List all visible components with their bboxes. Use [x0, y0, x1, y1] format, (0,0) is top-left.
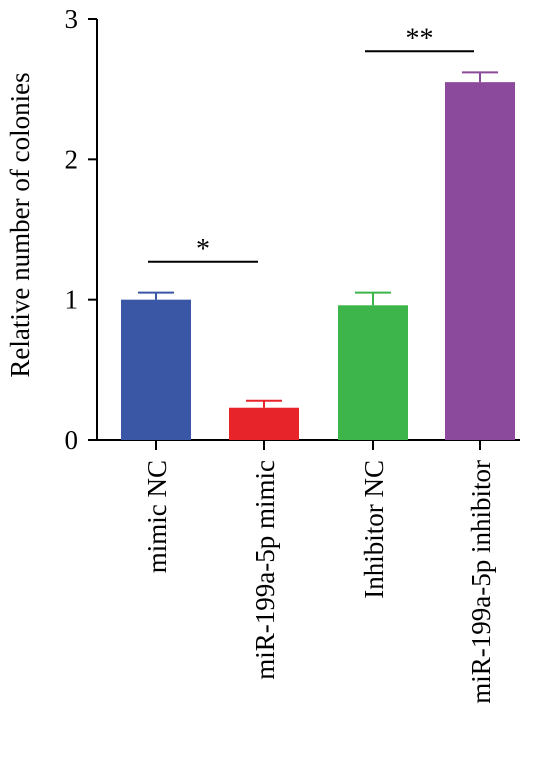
x-tick-label: mimic NC — [142, 460, 172, 573]
bar — [338, 305, 408, 440]
bar — [445, 82, 515, 441]
y-ticks: 0 1 2 3 — [65, 4, 97, 455]
x-tick-label: miR-199a-5p inhibitor — [466, 460, 496, 704]
y-tick-label: 3 — [65, 4, 79, 34]
bars — [121, 82, 515, 441]
y-tick-label: 1 — [65, 285, 79, 315]
x-tick-label: Inhibitor NC — [359, 460, 389, 599]
bar — [229, 407, 299, 440]
significance-label: ** — [406, 23, 434, 54]
significance-brackets: *** — [148, 23, 474, 265]
bar — [121, 299, 191, 440]
significance-label: * — [196, 234, 210, 265]
y-tick-label: 0 — [65, 425, 79, 455]
y-tick-label: 2 — [65, 144, 79, 174]
x-ticks: mimic NC miR-199a-5p mimic Inhibitor NC miR… — [142, 440, 496, 704]
y-axis-label: Relative number of colonies — [5, 72, 35, 377]
x-tick-label: miR-199a-5p mimic — [250, 460, 280, 680]
error-bars — [138, 71, 498, 408]
